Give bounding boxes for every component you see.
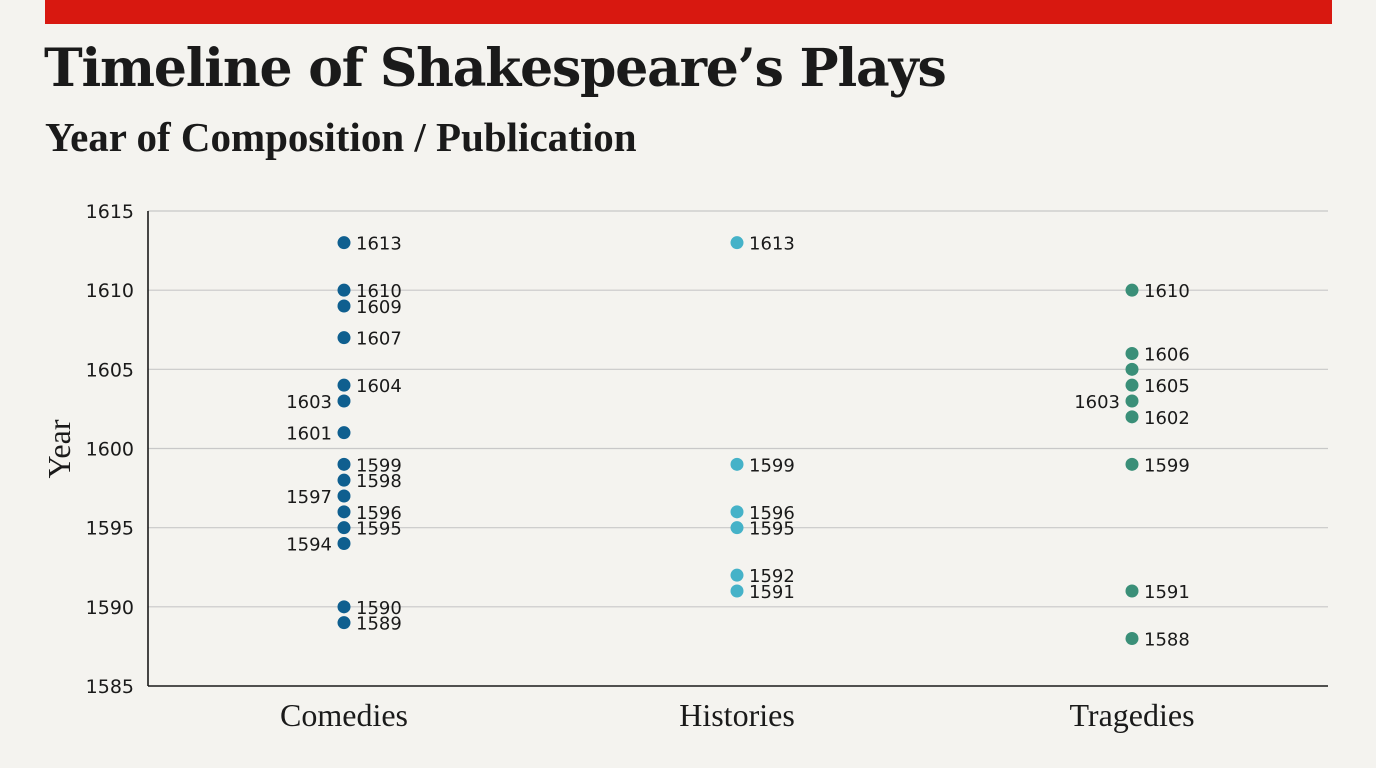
data-point <box>730 521 744 535</box>
y-axis-title: Year <box>41 419 77 478</box>
data-label: 1605 <box>1144 376 1190 397</box>
y-tick-label: 1600 <box>86 439 134 461</box>
data-label: 1588 <box>1144 630 1190 651</box>
data-label: 1603 <box>1074 392 1120 413</box>
data-point <box>337 505 351 519</box>
data-label: 1590 <box>356 598 402 619</box>
data-point <box>1125 394 1139 408</box>
y-tick-label: 1585 <box>86 676 134 698</box>
x-category-label: Histories <box>679 697 795 733</box>
data-label: 1595 <box>749 519 795 540</box>
x-category-labels: Comedies Histories Tragedies <box>280 697 1195 733</box>
data-label: 1591 <box>749 582 795 603</box>
data-label: 1595 <box>356 519 402 540</box>
data-point <box>337 521 351 535</box>
data-label: 1601 <box>286 424 332 445</box>
data-label: 1596 <box>749 503 795 524</box>
data-point <box>337 537 351 550</box>
data-point <box>730 584 744 598</box>
data-label: 1594 <box>286 535 332 556</box>
chart-subtitle: Year of Composition / Publication <box>45 114 637 160</box>
data-label: 1592 <box>749 566 795 587</box>
data-labels: 1613161016091607160416031601159915981597… <box>286 234 1190 651</box>
data-point <box>1125 457 1139 471</box>
data-point <box>337 426 351 440</box>
data-label: 1591 <box>1144 582 1190 603</box>
data-label: 1604 <box>356 376 402 397</box>
data-point <box>337 473 351 487</box>
data-label: 1599 <box>356 455 402 476</box>
axes <box>147 211 1328 687</box>
chart-title: Timeline of Shakespeare’s Plays <box>44 38 947 99</box>
data-label: 1598 <box>356 471 402 492</box>
data-point <box>1125 362 1139 376</box>
data-point <box>337 236 351 250</box>
y-tick-label: 1605 <box>86 359 134 381</box>
y-tick-label: 1590 <box>86 597 134 619</box>
data-point <box>1125 410 1139 424</box>
data-points <box>337 236 1139 645</box>
data-point <box>1125 584 1139 598</box>
data-label: 1599 <box>749 455 795 476</box>
x-category-label: Tragedies <box>1069 697 1194 733</box>
data-point <box>1125 378 1139 392</box>
data-label: 1609 <box>356 297 402 318</box>
y-tick-label: 1610 <box>86 280 134 302</box>
data-point <box>337 600 351 614</box>
y-tick-label: 1595 <box>86 518 134 540</box>
data-label: 1597 <box>286 487 332 508</box>
data-point <box>337 489 351 503</box>
accent-bar <box>45 0 1332 24</box>
data-point <box>1125 347 1139 360</box>
data-point <box>337 394 351 408</box>
data-label: 1599 <box>1144 455 1190 476</box>
data-label: 1610 <box>356 281 402 302</box>
data-label: 1610 <box>1144 281 1190 302</box>
data-point <box>730 236 744 250</box>
data-label: 1613 <box>749 234 795 255</box>
data-point <box>730 457 744 471</box>
y-tick-labels: 1585 1590 1595 1600 1605 1610 1615 <box>86 201 134 698</box>
data-label: 1602 <box>1144 408 1190 429</box>
data-point <box>337 331 351 345</box>
data-point <box>337 616 351 630</box>
data-label: 1596 <box>356 503 402 524</box>
data-point <box>1125 283 1139 297</box>
data-point <box>337 378 351 392</box>
data-point <box>730 505 744 519</box>
data-label: 1607 <box>356 329 402 350</box>
y-tick-label: 1615 <box>86 201 134 223</box>
x-category-label: Comedies <box>280 697 408 733</box>
data-label: 1589 <box>356 614 402 635</box>
data-point <box>337 299 351 313</box>
data-label: 1613 <box>356 234 402 255</box>
data-point <box>730 568 744 582</box>
data-point <box>1125 632 1139 645</box>
data-point <box>337 457 351 471</box>
data-point <box>337 283 351 297</box>
data-label: 1606 <box>1144 345 1190 366</box>
data-label: 1603 <box>286 392 332 413</box>
